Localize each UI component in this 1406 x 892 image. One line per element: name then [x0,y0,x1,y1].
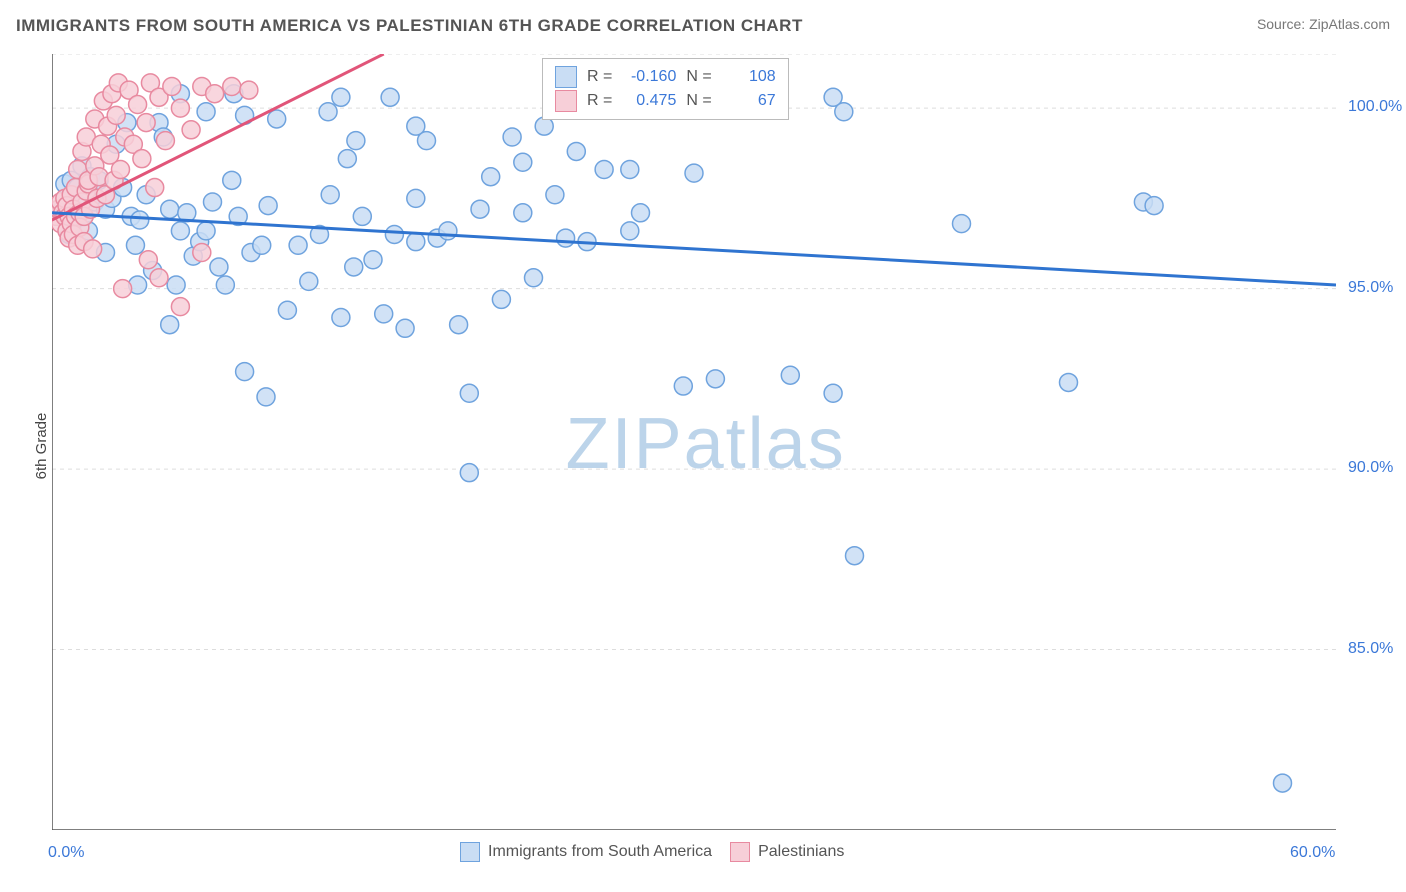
source-attribution: Source: ZipAtlas.com [1257,16,1390,32]
series-legend-item: Palestinians [730,842,844,862]
series-legend-item: Immigrants from South America [460,842,712,862]
y-tick-label: 100.0% [1348,98,1402,116]
series-legend: Immigrants from South America Palestinian… [460,842,844,862]
legend-r-label: R = [587,68,612,86]
y-axis-label: 6th Grade [33,413,50,480]
legend-swatch [555,66,577,88]
source-link[interactable]: ZipAtlas.com [1309,16,1390,32]
chart-title: IMMIGRANTS FROM SOUTH AMERICA VS PALESTI… [16,16,803,36]
correlation-legend: R = -0.160 N = 108 R = 0.475 N = 67 [542,58,789,120]
legend-swatch [730,842,750,862]
legend-n-value: 108 [718,68,776,86]
y-tick-label: 85.0% [1348,640,1393,658]
legend-r-value: -0.160 [618,68,676,86]
series-legend-label: Immigrants from South America [488,843,712,861]
x-tick-label: 0.0% [48,844,84,862]
legend-n-label: N = [686,68,711,86]
legend-swatch [555,90,577,112]
series-legend-label: Palestinians [758,843,844,861]
legend-n-label: N = [686,92,711,110]
legend-swatch [460,842,480,862]
legend-n-value: 67 [718,92,776,110]
legend-row: R = 0.475 N = 67 [555,89,776,113]
legend-r-value: 0.475 [618,92,676,110]
y-tick-label: 95.0% [1348,279,1393,297]
scatter-plot [52,54,1336,830]
y-tick-label: 90.0% [1348,459,1393,477]
legend-r-label: R = [587,92,612,110]
legend-row: R = -0.160 N = 108 [555,65,776,89]
source-prefix: Source: [1257,16,1309,32]
x-tick-label: 60.0% [1290,844,1335,862]
